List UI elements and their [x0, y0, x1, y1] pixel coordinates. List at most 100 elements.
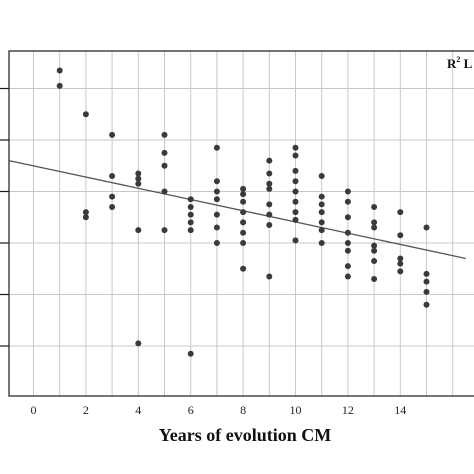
x-axis-title: Years of evolution CM	[159, 425, 331, 445]
annotation-suffix: L	[460, 56, 472, 71]
data-point	[213, 144, 220, 151]
data-point	[109, 131, 116, 138]
data-point	[240, 229, 247, 236]
data-point	[397, 232, 404, 239]
data-point	[135, 180, 142, 187]
data-point	[135, 227, 142, 234]
data-point	[318, 227, 325, 234]
data-point	[397, 260, 404, 267]
data-point	[344, 263, 351, 270]
data-point	[240, 209, 247, 216]
data-point	[292, 209, 299, 216]
data-point	[109, 193, 116, 200]
data-point	[240, 219, 247, 226]
data-point	[318, 240, 325, 246]
data-point	[240, 240, 247, 246]
data-point	[161, 227, 168, 234]
data-point	[344, 229, 351, 236]
data-point	[82, 209, 89, 216]
data-point	[292, 178, 299, 185]
data-point	[266, 170, 273, 177]
data-point	[292, 167, 299, 174]
data-point	[371, 203, 378, 210]
data-point	[266, 185, 273, 192]
data-point	[187, 350, 194, 357]
data-point	[318, 219, 325, 226]
data-point	[292, 188, 299, 195]
data-point	[135, 175, 142, 182]
data-point	[344, 240, 351, 246]
data-point	[135, 340, 142, 347]
data-point	[266, 157, 273, 164]
data-point	[266, 201, 273, 208]
x-tick-label: 4	[135, 403, 141, 417]
data-point	[371, 224, 378, 231]
data-point	[292, 152, 299, 159]
data-point	[213, 188, 220, 195]
data-point	[161, 162, 168, 169]
data-point	[423, 278, 430, 285]
data-points	[56, 67, 430, 357]
data-point	[135, 170, 142, 177]
data-point	[292, 198, 299, 205]
data-point	[371, 247, 378, 254]
data-point	[187, 211, 194, 218]
x-tick-label: 6	[188, 403, 194, 417]
data-point	[56, 82, 63, 89]
data-point	[423, 288, 430, 295]
data-point	[344, 198, 351, 205]
x-tick-label: 0	[31, 403, 37, 417]
data-point	[266, 221, 273, 228]
data-point	[292, 237, 299, 244]
data-point	[109, 203, 116, 210]
data-point	[82, 214, 89, 221]
y-axis-ticks	[0, 87, 9, 347]
data-point	[240, 185, 247, 192]
data-point	[344, 273, 351, 280]
data-point	[371, 258, 378, 265]
plot-frame	[8, 50, 474, 397]
data-point	[423, 270, 430, 277]
data-point	[213, 240, 220, 246]
x-tick-label: 12	[342, 403, 354, 417]
x-tick-label: 2	[83, 403, 89, 417]
data-point	[423, 301, 430, 308]
data-point	[82, 111, 89, 118]
data-point	[213, 196, 220, 203]
data-point	[240, 191, 247, 198]
data-point	[187, 227, 194, 234]
data-point	[266, 211, 273, 218]
annotation-superscript: 2	[456, 55, 460, 64]
data-point	[213, 178, 220, 185]
data-point	[161, 188, 168, 195]
data-point	[161, 149, 168, 156]
annotation-r: R	[447, 56, 457, 71]
x-tick-label: 10	[290, 403, 302, 417]
data-point	[292, 216, 299, 223]
data-point	[397, 255, 404, 262]
data-point	[318, 173, 325, 180]
data-point	[161, 131, 168, 138]
data-point	[187, 196, 194, 203]
data-point	[397, 209, 404, 216]
data-point	[109, 173, 116, 180]
data-point	[318, 209, 325, 216]
data-point	[187, 203, 194, 210]
data-point	[318, 201, 325, 208]
data-point	[423, 224, 430, 231]
data-point	[344, 247, 351, 254]
trend-line	[8, 159, 466, 260]
data-point	[318, 193, 325, 200]
data-point	[371, 242, 378, 249]
data-point	[371, 276, 378, 283]
data-point	[187, 219, 194, 226]
x-tick-labels: 0 2 4 6 8 10 12 14	[31, 403, 407, 417]
data-point	[213, 224, 220, 231]
r-squared-annotation: R2 L	[447, 55, 473, 71]
x-tick-label: 8	[240, 403, 246, 417]
data-point	[266, 180, 273, 187]
data-point	[371, 219, 378, 226]
x-tick-label: 14	[394, 403, 406, 417]
data-point	[344, 214, 351, 221]
